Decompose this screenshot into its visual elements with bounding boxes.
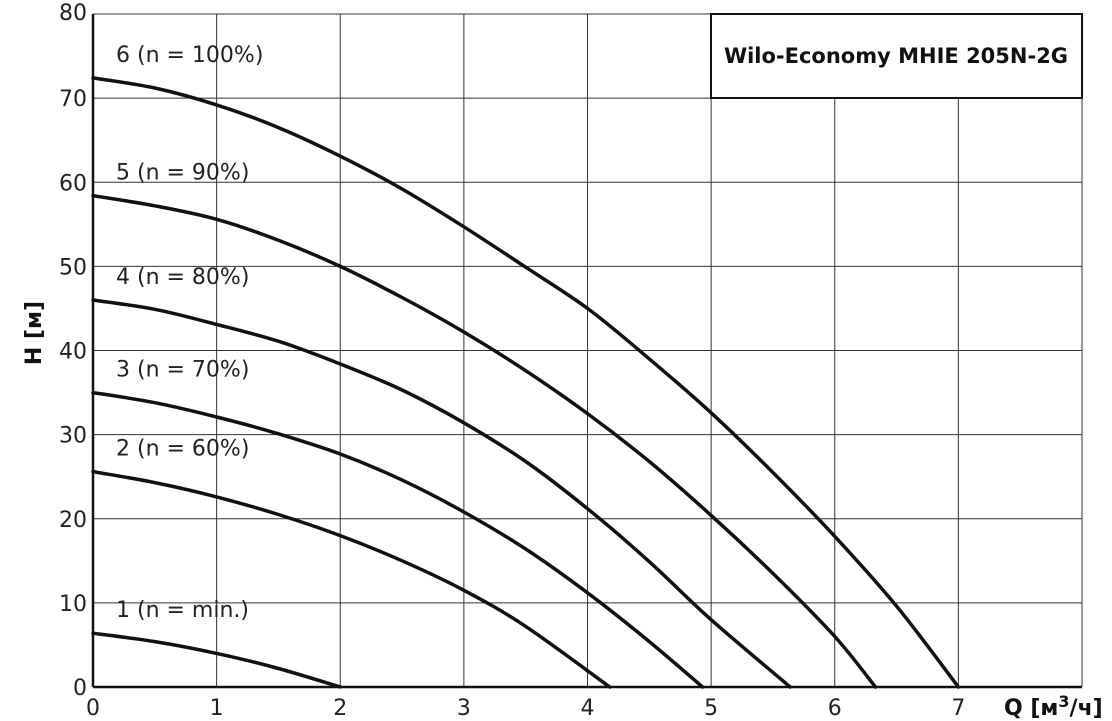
x-tick-label: 7 <box>951 696 965 721</box>
performance-curves <box>91 76 961 689</box>
x-tick-label: 4 <box>581 696 595 721</box>
y-tick-label: 50 <box>59 255 87 280</box>
x-tick-label: 5 <box>704 696 718 721</box>
y-tick-label: 20 <box>59 508 87 533</box>
chart-title: Wilo-Economy MHIE 205N-2G <box>724 44 1068 68</box>
x-tick-label: 0 <box>86 696 100 721</box>
curve-series-4 <box>91 298 792 689</box>
curve-label-2: 2 (n = 60%) <box>116 437 249 462</box>
grid-lines <box>91 13 1083 689</box>
curve-labels: 1 (n = min.) 2 (n = 60%) 3 (n = 70%) 4 (n =… <box>116 43 263 623</box>
curve-label-1: 1 (n = min.) <box>116 598 249 623</box>
y-axis-title: H [м] <box>22 301 47 365</box>
x-tick-label: 3 <box>457 696 471 721</box>
y-tick-label: 30 <box>59 424 87 449</box>
y-tick-label: 70 <box>59 87 87 112</box>
curve-series-1 <box>91 631 343 689</box>
y-tick-label: 60 <box>59 171 87 196</box>
curve-label-6: 6 (n = 100%) <box>116 43 263 68</box>
title-box: Wilo-Economy MHIE 205N-2G <box>710 13 1083 99</box>
curve-label-4: 4 (n = 80%) <box>116 265 249 290</box>
curve-series-5 <box>91 193 878 689</box>
x-axis-title-main: Q [м <box>1004 696 1058 721</box>
y-tick-label: 0 <box>73 676 87 701</box>
x-tick-label: 1 <box>210 696 224 721</box>
x-axis-title-superscript: 3 <box>1058 692 1069 711</box>
y-tick-label: 40 <box>59 340 87 365</box>
x-axis-title-tail: /ч] <box>1070 696 1103 721</box>
curve-series-6 <box>91 76 961 689</box>
curve-series-3 <box>91 390 705 689</box>
y-tick-label: 80 <box>59 1 87 26</box>
curve-series-2 <box>91 469 612 689</box>
y-tick-label: 10 <box>59 592 87 617</box>
curve-label-3: 3 (n = 70%) <box>116 358 249 383</box>
x-axis-title: Q [м3/ч] <box>1004 692 1103 721</box>
curve-label-5: 5 (n = 90%) <box>116 161 249 186</box>
x-tick-label: 2 <box>333 696 347 721</box>
x-tick-label: 6 <box>828 696 842 721</box>
